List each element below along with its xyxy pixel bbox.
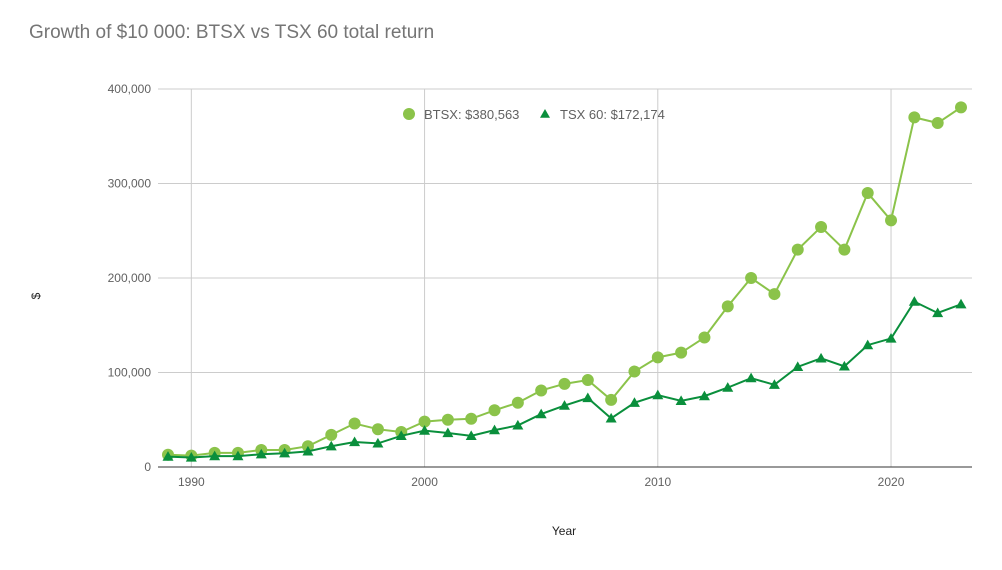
data-point-triangle[interactable] <box>559 400 570 410</box>
data-point-triangle[interactable] <box>512 419 524 430</box>
x-axis-title: Year <box>552 524 576 538</box>
data-point-circle[interactable] <box>721 300 734 313</box>
data-point-circle[interactable] <box>885 214 898 227</box>
data-point-circle[interactable] <box>791 243 804 256</box>
data-point-circle[interactable] <box>768 288 781 301</box>
data-point-circle[interactable] <box>861 186 874 199</box>
x-tick-label: 2000 <box>411 475 438 489</box>
data-point-triangle[interactable] <box>442 427 454 438</box>
data-point-triangle[interactable] <box>419 425 431 435</box>
data-point-circle[interactable] <box>348 417 361 430</box>
data-point-triangle[interactable] <box>675 395 687 405</box>
x-tick-label: 1990 <box>178 475 205 489</box>
data-point-triangle[interactable] <box>302 445 314 456</box>
data-point-triangle[interactable] <box>862 339 874 350</box>
data-point-triangle[interactable] <box>768 379 780 389</box>
data-point-circle[interactable] <box>815 220 828 233</box>
data-point-circle[interactable] <box>465 412 478 425</box>
data-point-circle[interactable] <box>955 101 967 114</box>
data-point-triangle[interactable] <box>722 382 734 392</box>
x-axis-ticks: 1990 2000 2010 2020 <box>178 475 905 489</box>
data-point-circle[interactable] <box>605 393 618 406</box>
legend-item[interactable]: BTSX: $380,563 <box>403 107 519 122</box>
legend-circle-icon <box>403 108 415 120</box>
data-point-circle[interactable] <box>511 396 524 409</box>
data-point-triangle[interactable] <box>465 430 477 440</box>
data-point-triangle[interactable] <box>628 397 640 407</box>
data-point-triangle[interactable] <box>955 298 967 309</box>
data-point-circle[interactable] <box>908 111 921 124</box>
data-point-triangle[interactable] <box>232 450 244 461</box>
data-point-triangle[interactable] <box>255 448 267 459</box>
y-axis-title: $ <box>29 292 43 299</box>
data-point-triangle[interactable] <box>698 390 710 401</box>
chart-title: Growth of $10 000: BTSX vs TSX 60 total … <box>29 22 435 43</box>
data-point-circle[interactable] <box>838 243 851 256</box>
data-point-triangle[interactable] <box>185 452 197 462</box>
y-tick-label: 300,000 <box>108 177 152 191</box>
data-point-triangle[interactable] <box>932 307 944 318</box>
y-tick-label: 100,000 <box>108 366 152 380</box>
x-tick-label: 2010 <box>644 475 671 489</box>
grid-lines <box>158 88 972 467</box>
data-point-triangle[interactable] <box>162 451 174 461</box>
series-btsx <box>162 101 967 462</box>
data-point-circle[interactable] <box>931 117 944 130</box>
series-tsx60 <box>162 296 967 462</box>
data-point-triangle[interactable] <box>605 412 617 423</box>
data-point-circle[interactable] <box>441 413 454 426</box>
data-point-circle[interactable] <box>675 346 688 359</box>
data-point-circle[interactable] <box>628 365 641 378</box>
data-point-circle[interactable] <box>651 351 664 364</box>
data-point-circle[interactable] <box>325 428 338 441</box>
data-point-circle[interactable] <box>745 272 758 284</box>
data-point-circle[interactable] <box>418 415 431 428</box>
data-point-circle[interactable] <box>371 423 384 436</box>
data-point-triangle[interactable] <box>535 408 547 419</box>
data-point-triangle[interactable] <box>372 437 384 448</box>
data-point-triangle[interactable] <box>908 296 920 306</box>
data-point-triangle[interactable] <box>209 450 221 461</box>
legend-item[interactable]: TSX 60: $172,174 <box>540 107 665 122</box>
data-point-triangle[interactable] <box>815 352 827 363</box>
series-layer <box>162 101 967 462</box>
data-point-triangle[interactable] <box>582 392 594 403</box>
x-tick-label: 2020 <box>878 475 905 489</box>
data-point-circle[interactable] <box>558 377 571 390</box>
data-point-circle[interactable] <box>488 404 501 417</box>
y-tick-label: 400,000 <box>108 82 152 96</box>
data-point-triangle[interactable] <box>885 332 897 343</box>
data-point-triangle[interactable] <box>652 389 664 400</box>
data-point-circle[interactable] <box>581 374 594 387</box>
data-point-triangle[interactable] <box>395 430 407 440</box>
legend-triangle-icon <box>540 109 550 118</box>
data-point-triangle[interactable] <box>489 424 501 435</box>
data-point-circle[interactable] <box>698 331 711 344</box>
data-point-triangle[interactable] <box>349 436 361 447</box>
data-point-triangle[interactable] <box>325 440 337 451</box>
data-point-triangle[interactable] <box>838 360 850 371</box>
data-point-triangle[interactable] <box>745 372 757 383</box>
data-point-circle[interactable] <box>535 384 548 397</box>
legend-label: BTSX: $380,563 <box>424 107 519 122</box>
y-tick-label: 0 <box>144 460 151 474</box>
data-point-triangle[interactable] <box>792 361 804 371</box>
legend-label: TSX 60: $172,174 <box>560 107 665 122</box>
y-axis-ticks: 0 100,000 200,000 300,000 400,000 <box>108 82 152 474</box>
legend[interactable]: BTSX: $380,563 TSX 60: $172,174 <box>403 107 665 122</box>
data-point-triangle[interactable] <box>279 447 291 458</box>
y-tick-label: 200,000 <box>108 271 152 285</box>
